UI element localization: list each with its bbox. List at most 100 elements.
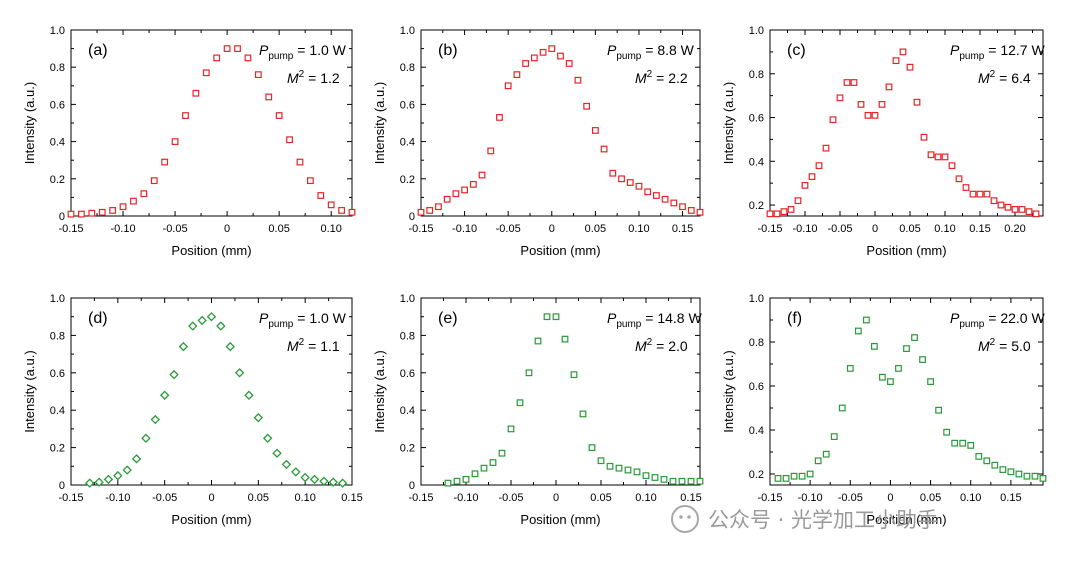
m2-annotation: M2 = 2.0 (635, 337, 688, 354)
data-point (489, 459, 497, 466)
y-tick-label: 0 (59, 211, 65, 223)
data-point (967, 442, 975, 449)
data-point (696, 208, 704, 216)
m2-annotation: M2 = 1.1 (287, 337, 340, 354)
data-point (1015, 470, 1023, 478)
x-tick-label: 0.10 (320, 223, 341, 235)
chart-panel-5: -0.15 -0.10 -0.05 0 0.05 0.10 0.15 0 0.2 0.4 0.6 0.… (372, 293, 704, 527)
data-point (850, 79, 858, 86)
data-point (244, 54, 252, 62)
x-tick-label: 0 (549, 223, 555, 235)
data-point (626, 179, 634, 186)
pump-value: = 1.0 W (293, 42, 346, 58)
data-point (435, 203, 442, 211)
data-point (452, 190, 460, 198)
data-point (480, 464, 488, 472)
data-point (119, 203, 127, 211)
data-point (774, 475, 782, 482)
plot-frame (769, 297, 1044, 486)
y-tick-label: 1.0 (50, 293, 65, 305)
pump-power-annotation: Ppump = 14.8 W (607, 310, 702, 330)
data-point (927, 151, 935, 159)
data-point (801, 181, 809, 189)
y-axis-label: Intensity (a.u.) (22, 350, 37, 432)
data-point (67, 210, 75, 218)
x-tick-label: -0.05 (163, 223, 188, 235)
pump-symbol: P (607, 42, 617, 58)
data-point (327, 201, 335, 209)
data-point (934, 153, 942, 161)
watermark: 公众号 · 光学加工小助手 (671, 505, 938, 533)
data-point (328, 477, 338, 487)
x-tick-label: -0.15 (408, 492, 433, 504)
y-axis-label: Intensity (a.u.) (22, 82, 37, 164)
y-tick-label: 0.4 (400, 137, 415, 149)
y-tick-label: 1.0 (400, 25, 415, 37)
data-point (561, 335, 569, 343)
m2-superscript: 2 (647, 69, 653, 80)
data-point (98, 208, 106, 216)
y-tick-label: 0.8 (50, 62, 65, 74)
data-point (814, 457, 822, 465)
y-tick-label: 0.4 (749, 156, 764, 168)
m2-superscript: 2 (990, 69, 996, 80)
x-tick-label: -0.05 (838, 492, 863, 504)
data-point (300, 472, 310, 483)
data-point (306, 177, 314, 185)
data-point (254, 71, 262, 79)
data-point (773, 210, 781, 218)
x-tick-label: 0 (224, 223, 230, 235)
data-point (846, 365, 854, 372)
x-tick-label: 0.15 (680, 492, 701, 504)
data-point (1007, 468, 1015, 476)
data-series (444, 313, 704, 487)
x-axis-label: Position (mm) (171, 512, 251, 527)
data-point (999, 466, 1007, 473)
data-point (919, 356, 926, 363)
m2-symbol: M (978, 338, 990, 354)
y-tick-label: 0 (409, 480, 415, 492)
data-point (1039, 475, 1047, 482)
x-tick-label: 0.10 (960, 492, 981, 504)
data-point (642, 472, 650, 480)
x-tick-label: 0.05 (590, 492, 611, 504)
data-point (830, 433, 838, 440)
y-tick-label: 0.2 (400, 174, 415, 186)
y-tick-label: 0.4 (400, 405, 415, 417)
data-point (1004, 203, 1012, 211)
data-point (670, 199, 678, 207)
data-point (951, 439, 959, 447)
data-point (109, 207, 117, 214)
data-point (223, 45, 231, 52)
x-tick-label: 0.15 (969, 223, 990, 235)
y-tick-label: 0.4 (50, 137, 65, 149)
data-point (822, 450, 830, 458)
data-point (178, 341, 189, 352)
data-point (487, 147, 495, 155)
data-point (633, 468, 641, 476)
y-tick-label: 0.4 (749, 425, 764, 437)
y-tick-label: 0.6 (749, 381, 764, 393)
data-point (182, 112, 189, 119)
data-point (644, 188, 652, 196)
data-point (188, 321, 198, 331)
data-series (85, 311, 348, 488)
data-point (991, 461, 999, 469)
data-point (624, 466, 632, 474)
y-tick-label: 0 (59, 480, 65, 492)
data-point (976, 190, 984, 198)
data-point (253, 412, 264, 423)
data-point (969, 190, 977, 198)
m2-superscript: 2 (647, 337, 653, 348)
x-tick-label: 0 (872, 223, 878, 235)
chart-panel-3: -0.15 -0.10 -0.05 0 0.05 0.10 0.15 0.20 0.2 0.4 0.… (721, 25, 1045, 258)
data-point (906, 63, 914, 71)
data-point (525, 369, 533, 377)
y-tick-label: 0.6 (400, 99, 415, 111)
data-point (507, 425, 515, 433)
data-point (838, 404, 846, 412)
data-point (78, 210, 85, 218)
x-tick-label: -0.05 (496, 223, 521, 235)
m2-symbol: M (635, 338, 647, 354)
